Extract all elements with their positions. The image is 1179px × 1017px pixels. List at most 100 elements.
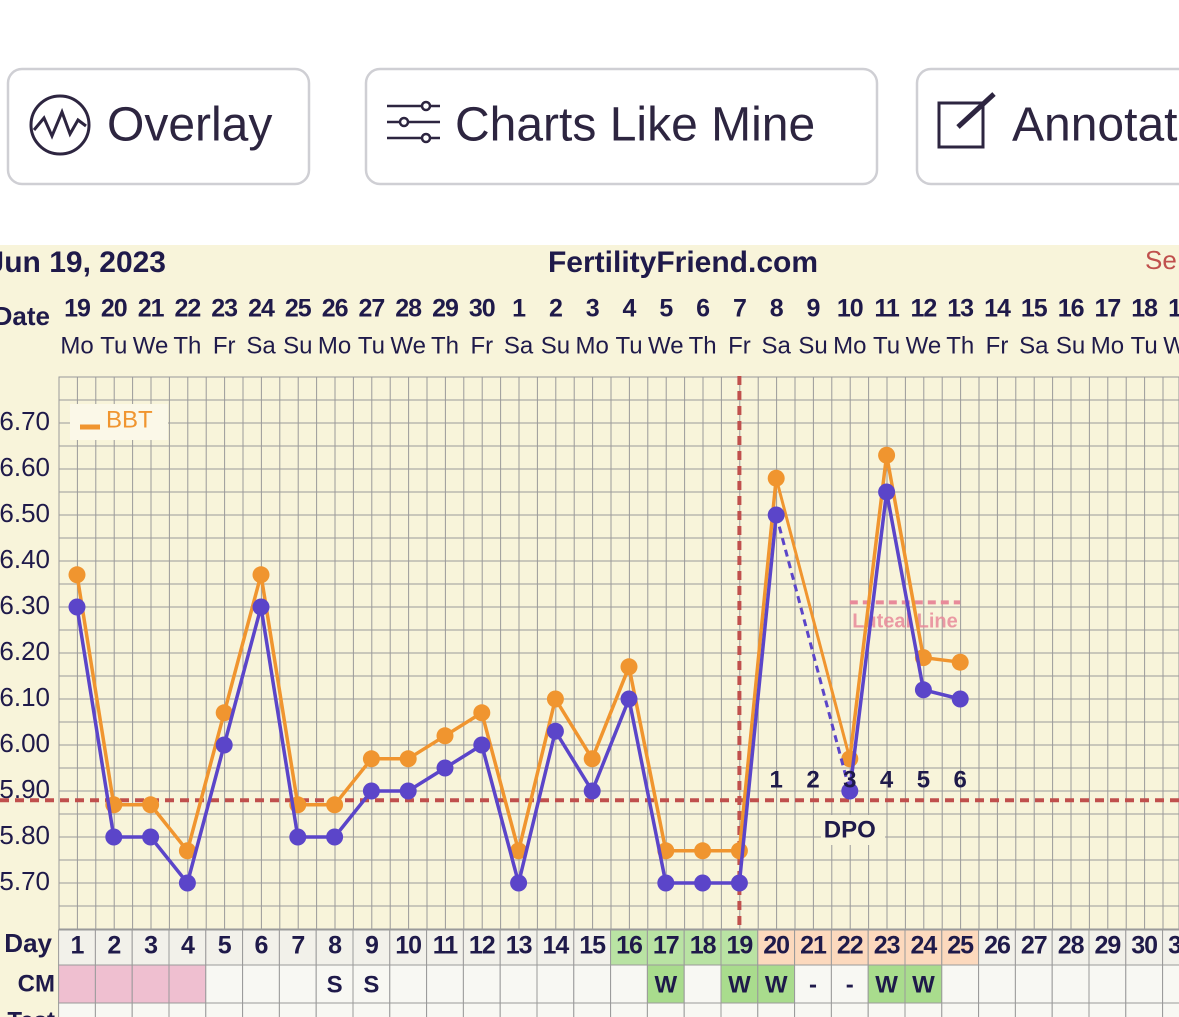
day-cell <box>1051 929 1090 966</box>
cm-cell <box>1125 964 1164 1004</box>
test-cell <box>1162 1002 1179 1017</box>
data-point <box>178 874 196 892</box>
date-label: 14 <box>984 295 1011 323</box>
test-cell <box>499 1002 538 1017</box>
data-point <box>215 736 233 754</box>
y-tick-label: 96.30 <box>0 590 50 620</box>
charts-like-mine-button[interactable] <box>364 67 879 186</box>
date-label: 2 <box>549 295 562 323</box>
day-number: 11 <box>433 932 459 960</box>
day-cell <box>646 929 685 966</box>
day-number: 16 <box>616 932 642 960</box>
cm-cell <box>389 964 428 1004</box>
test-cell <box>168 1002 207 1017</box>
date-label: 16 <box>1058 295 1084 323</box>
data-point <box>362 750 380 768</box>
cm-cell <box>205 964 244 1004</box>
day-number: 2 <box>107 932 120 960</box>
dpo-number: 2 <box>806 766 819 793</box>
date-label: 21 <box>138 295 165 323</box>
data-point <box>399 782 417 800</box>
date-label: 4 <box>623 295 637 323</box>
cm-cell <box>131 964 170 1004</box>
test-cell <box>205 1002 244 1017</box>
cm-cell <box>830 964 869 1004</box>
gap-connector <box>774 477 852 760</box>
data-point <box>583 782 601 800</box>
annotate-button[interactable] <box>915 67 1179 186</box>
test-cell <box>757 1002 796 1017</box>
cm-cell <box>573 964 612 1004</box>
date-label: 27 <box>358 295 384 323</box>
row-label: Date <box>0 301 50 331</box>
date-label: 23 <box>211 295 237 323</box>
test-cell <box>573 1002 612 1017</box>
test-cell <box>1125 1002 1164 1017</box>
y-tick-label: 96.50 <box>0 498 50 528</box>
data-point <box>142 796 160 814</box>
weekday-label: Th <box>173 332 201 359</box>
test-cell <box>352 1002 391 1017</box>
date-label: 19 <box>64 295 90 323</box>
day-number: 12 <box>469 932 495 960</box>
date-label: 12 <box>910 295 936 323</box>
date-label: 8 <box>770 295 784 323</box>
day-cell <box>426 929 464 966</box>
corner-link[interactable]: Se <box>1145 245 1177 275</box>
day-number: 4 <box>181 932 195 960</box>
day-number: 22 <box>837 932 863 960</box>
date-label: 11 <box>874 295 900 323</box>
weekday-label: Mo <box>1091 332 1124 359</box>
test-cell <box>94 1002 133 1017</box>
cm-cell <box>1162 964 1179 1004</box>
legend-label: BBT <box>106 406 153 433</box>
day-cell <box>58 929 96 966</box>
date-label: 1 <box>512 295 526 323</box>
cm-value: W <box>765 971 788 998</box>
cm-cell <box>242 964 280 1004</box>
weekday-label: We <box>648 332 684 359</box>
dpo-label: DPO <box>824 816 876 843</box>
day-cell <box>205 929 244 966</box>
overlay-icon-wave <box>32 107 87 140</box>
day-number: 20 <box>763 932 789 960</box>
cm-cell <box>978 964 1016 1004</box>
data-point <box>215 704 233 722</box>
row-label: Test <box>7 1007 55 1017</box>
cm-value: W <box>728 971 751 998</box>
weekday-label: Mo <box>576 332 609 359</box>
cm-value: S <box>327 971 343 998</box>
day-cell <box>978 929 1016 966</box>
dpo-number: 5 <box>917 766 930 793</box>
day-cell <box>168 929 207 966</box>
weekday-label: Th <box>946 332 974 359</box>
day-cell <box>315 929 354 966</box>
data-point <box>951 690 969 708</box>
weekday-label: Sa <box>762 332 792 359</box>
date-label: 17 <box>1094 295 1120 323</box>
data-point <box>583 750 601 768</box>
date-label: 9 <box>807 295 820 323</box>
test-cell <box>462 1002 501 1017</box>
overlay-button[interactable] <box>6 67 311 186</box>
data-point <box>436 727 454 745</box>
day-number: 24 <box>910 932 937 960</box>
day-cell <box>462 929 501 966</box>
data-point <box>68 598 86 616</box>
chart-title: FertilityFriend.com <box>548 246 818 279</box>
test-cell <box>646 1002 685 1017</box>
weekday-label: We <box>1163 332 1179 359</box>
weekday-label: Tu <box>358 332 385 359</box>
day-number: 27 <box>1021 932 1047 960</box>
date-label: 5 <box>659 295 673 323</box>
day-cell <box>941 929 980 966</box>
date-label: 29 <box>432 295 458 323</box>
day-number: 9 <box>365 932 378 960</box>
day-number: 23 <box>874 932 900 960</box>
weekday-label: Fr <box>728 332 751 359</box>
weekday-label: Sa <box>1019 332 1049 359</box>
day-number: 25 <box>947 932 974 960</box>
date-label: 19 <box>1168 295 1179 323</box>
test-cell <box>610 1002 648 1017</box>
